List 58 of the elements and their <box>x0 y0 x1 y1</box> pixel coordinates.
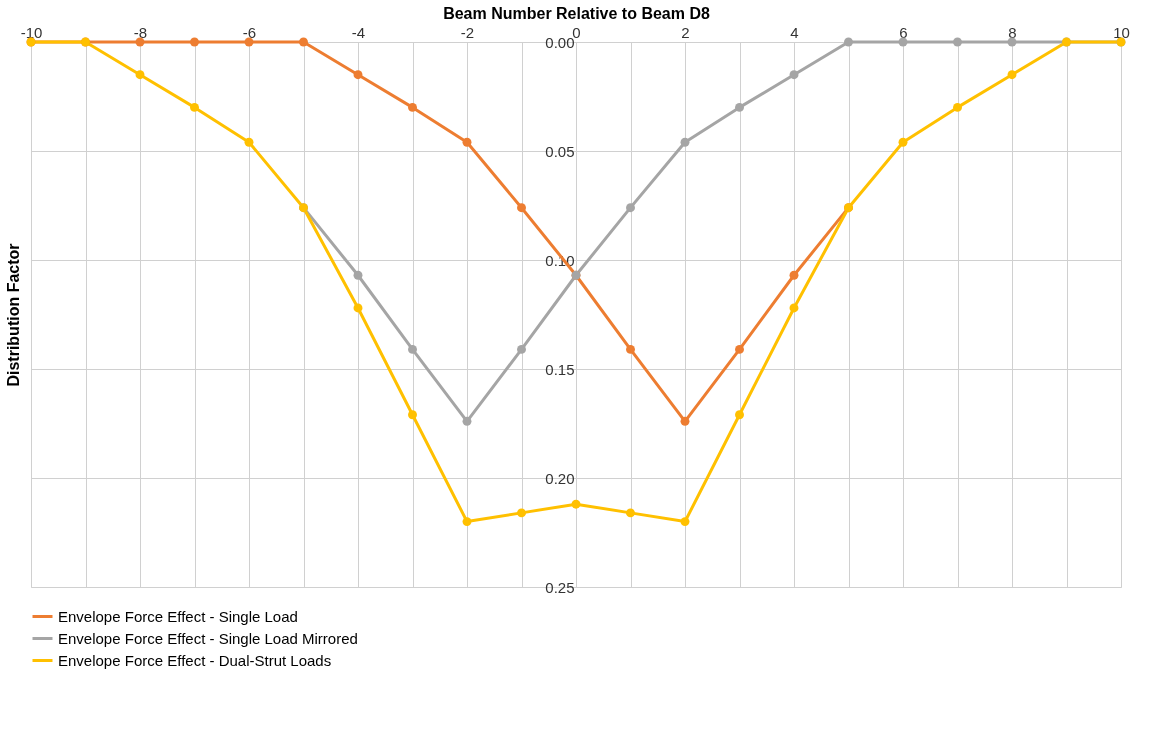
point <box>626 344 635 354</box>
point <box>135 37 145 47</box>
x-tick-label: 2 <box>681 23 690 41</box>
x-tick-label: -6 <box>242 23 257 41</box>
point <box>898 137 908 147</box>
point <box>190 102 199 112</box>
y-tick-label: 0.15 <box>545 360 575 378</box>
x-tick-label: 8 <box>1008 23 1017 41</box>
point <box>353 70 363 80</box>
point <box>353 270 363 280</box>
y-axis-title: Distribution Factor <box>4 243 22 387</box>
point <box>735 410 744 420</box>
point <box>462 137 472 147</box>
x-tick-label: -2 <box>460 23 475 41</box>
point <box>953 102 962 112</box>
point <box>953 37 962 47</box>
point <box>626 203 635 213</box>
point <box>680 416 690 426</box>
y-tick-label: 0.25 <box>545 578 575 596</box>
point <box>408 102 417 112</box>
x-tick-label: -4 <box>351 23 366 41</box>
point <box>353 303 363 313</box>
point <box>517 203 526 213</box>
legend-label: Envelope Force Effect - Single Load <box>58 607 298 625</box>
point <box>735 102 744 112</box>
point <box>789 70 799 80</box>
point <box>135 70 145 80</box>
x-tick-label: 6 <box>899 23 908 41</box>
x-tick-label: 10 <box>1113 23 1130 41</box>
point <box>408 344 417 354</box>
x-axis-title: Beam Number Relative to Beam D8 <box>443 4 710 22</box>
point <box>517 344 526 354</box>
y-tick-label: 0.20 <box>545 469 575 487</box>
point <box>789 303 799 313</box>
point <box>408 410 417 420</box>
point <box>571 499 581 509</box>
point <box>462 416 472 426</box>
point <box>517 508 526 518</box>
point <box>299 37 308 47</box>
x-tick-label: 4 <box>790 23 799 41</box>
y-tick-label: 0.05 <box>545 142 575 160</box>
x-tick-label: -8 <box>133 23 148 41</box>
point <box>1007 37 1017 47</box>
point <box>898 37 908 47</box>
point <box>244 137 254 147</box>
point <box>462 517 472 527</box>
point <box>190 37 199 47</box>
point <box>844 37 853 47</box>
point <box>244 37 254 47</box>
point <box>1007 70 1017 80</box>
point <box>789 270 799 280</box>
x-tick-label: -10 <box>20 23 43 41</box>
point <box>735 344 744 354</box>
point <box>626 508 635 518</box>
point <box>680 517 690 527</box>
point <box>680 137 690 147</box>
legend-label: Envelope Force Effect - Dual-Strut Loads <box>58 651 332 669</box>
legend-label: Envelope Force Effect - Single Load Mirrored <box>58 629 358 647</box>
